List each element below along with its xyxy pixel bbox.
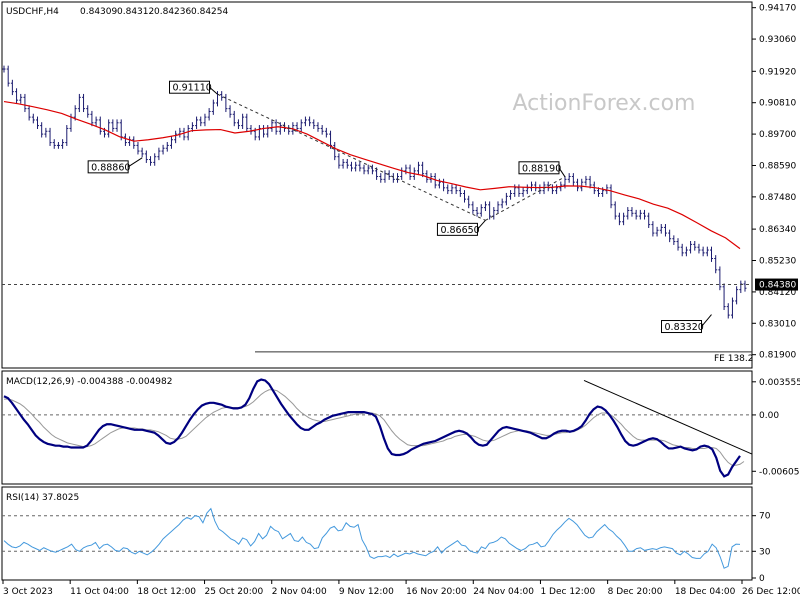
macd-title: MACD(12,26,9) -0.004388 -0.004982 — [6, 377, 172, 387]
time-tick-label: 26 Dec 12:00 — [742, 587, 800, 597]
time-tick-label: 18 Oct 12:00 — [137, 587, 196, 597]
swing-label-leader — [701, 314, 712, 327]
header-low: 0.84236 — [154, 7, 191, 17]
rsi-line — [3, 507, 741, 569]
rsi-tick-label: 70 — [759, 512, 771, 522]
moving-average-line — [3, 100, 741, 250]
price-axis: 0.94170 0.93060 0.91920 0.90810 0.89700 0.885… — [752, 4, 796, 361]
macd-trendline — [583, 379, 753, 455]
price-tick-label: 0.93060 — [759, 35, 796, 45]
time-tick-label: 1 Dec 12:00 — [540, 587, 595, 597]
time-tick-label: 8 Dec 20:00 — [608, 587, 663, 597]
time-tick-label: 16 Nov 20:00 — [406, 587, 467, 597]
time-tick-label: 9 Nov 12:00 — [339, 587, 394, 597]
time-tick-label: 24 Nov 04:00 — [473, 587, 534, 597]
price-tick-label: 0.81900 — [759, 351, 796, 361]
swing-label-text: 0.83320 — [665, 322, 704, 333]
chart-header: USDCHF,H4 0.84309 0.84312 0.84236 0.8425… — [6, 7, 228, 17]
watermark: ActionForex.com — [513, 91, 696, 116]
fe-label: FE 138.2 — [714, 354, 754, 364]
swing-connector-low-high — [485, 176, 566, 221]
macd-series — [2, 378, 753, 478]
price-tick-label: 0.90810 — [759, 99, 796, 109]
price-tick-label: 0.85230 — [759, 257, 796, 267]
rsi-tick-label: 30 — [759, 547, 771, 557]
time-tick-label: 25 Oct 20:00 — [205, 587, 264, 597]
swing-label-text: 0.91110 — [173, 83, 212, 94]
price-tick-label: 0.86340 — [759, 225, 796, 235]
header-high: 0.84312 — [117, 7, 154, 17]
macd-signal-line — [4, 389, 745, 466]
price-tick-label: 0.83010 — [759, 319, 796, 329]
swing-label-leader — [209, 86, 218, 95]
current-price-label: 0.84380 — [759, 281, 796, 291]
time-tick-label: 2 Nov 04:00 — [272, 587, 327, 597]
macd-tick-label: 0.00 — [759, 411, 779, 421]
swing-label-leader — [477, 220, 486, 230]
header-symbol: USDCHF,H4 — [6, 7, 59, 17]
time-tick-label: 3 Oct 2023 — [3, 587, 53, 597]
price-tick-label: 0.84120 — [759, 288, 796, 298]
price-tick-label: 0.89700 — [759, 130, 796, 140]
swing-label-text: 0.88860 — [91, 162, 130, 173]
time-tick-label: 18 Dec 04:00 — [675, 587, 736, 597]
macd-tick-label: -0.00605 — [759, 467, 799, 477]
time-tick-label: 11 Oct 04:00 — [70, 587, 129, 597]
rsi-axis: 70 30 0 — [752, 512, 771, 584]
swing-label-leader — [127, 157, 143, 168]
macd-panel-frame — [1, 370, 753, 485]
macd-line — [3, 378, 741, 478]
rsi-panel-frame — [1, 486, 753, 581]
price-panel-frame — [1, 1, 753, 369]
swing-label-box — [87, 160, 129, 174]
current-price-box — [755, 278, 798, 291]
macd-axis: 0.003555 0.00 -0.00605 — [752, 378, 800, 477]
price-tick-label: 0.88590 — [759, 161, 796, 171]
swing-label-leader — [558, 167, 566, 178]
price-series: 0.84380 — [2, 65, 798, 353]
macd-tick-label: 0.003555 — [759, 378, 800, 388]
swing-connector-high-low — [217, 93, 486, 221]
time-axis: 3 Oct 2023 11 Oct 04:00 18 Oct 12:00 25 Oct… — [2, 580, 800, 597]
price-tick-label: 0.91920 — [759, 67, 796, 77]
rsi-tick-label: 0 — [759, 574, 765, 584]
rsi-title: RSI(14) 37.8025 — [6, 493, 79, 503]
rsi-series — [2, 507, 752, 569]
price-tick-label: 0.94170 — [759, 4, 796, 14]
swing-label-text: 0.86650 — [440, 225, 479, 236]
swing-label-text: 0.88190 — [522, 163, 561, 174]
price-annotations: 0.91110 0.88860 0.88190 0.86650 0.83320 — [87, 80, 712, 334]
header-open: 0.84309 — [80, 7, 117, 17]
header-close: 0.84254 — [191, 7, 228, 17]
price-tick-label: 0.87480 — [759, 193, 796, 203]
